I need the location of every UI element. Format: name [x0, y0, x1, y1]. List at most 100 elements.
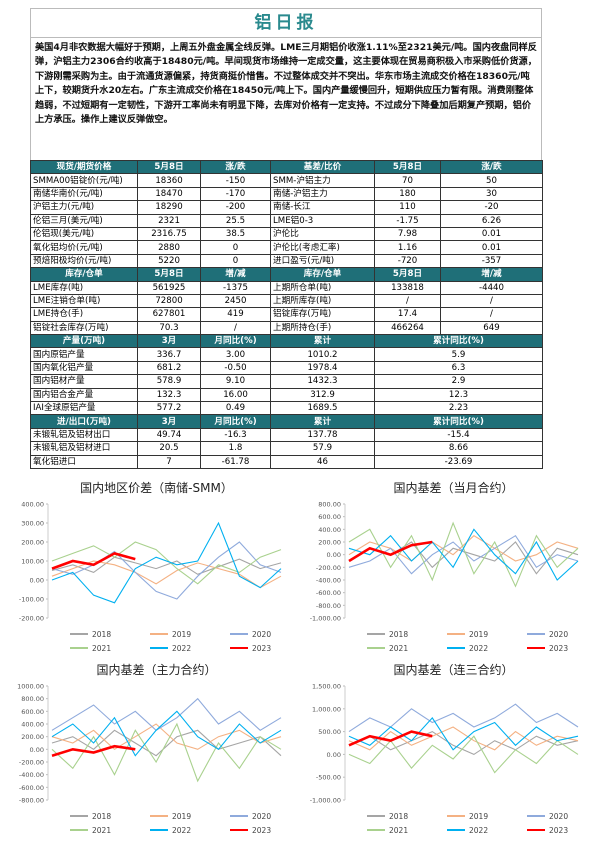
header-row: 进/出口(万吨) 3月 月同比(%) 累计 累计同比(%) [30, 414, 543, 429]
series-line [348, 726, 579, 751]
y-tick-label: 400.00 [21, 721, 44, 729]
series-line [348, 528, 579, 581]
table-cell: 20.5 [137, 441, 201, 456]
table-cell: -720 [374, 253, 441, 269]
table-cell: -20 [440, 200, 543, 215]
table-cell: 基差/比价 [270, 159, 375, 175]
table-cell: 7.98 [374, 226, 441, 242]
table-cell: 沪铝主力(元/吨) [30, 200, 138, 215]
table-cell: 577.2 [137, 401, 201, 416]
table-cell: LME注销仓单(吨) [30, 293, 138, 309]
table-row: LME库存(吨) 561925 -1375 上期所仓单(吨) 133818 -4440 [30, 280, 543, 295]
y-tick-label: -400.00 [19, 771, 44, 779]
table-cell: 月同比(%) [200, 414, 271, 429]
legend-label: 2018 [92, 812, 111, 821]
table-cell: 沪伦比(考虑汇率) [270, 240, 375, 255]
table-cell: 1978.4 [270, 360, 375, 376]
chart-title: 国内地区价差（南储-SMM） [80, 480, 233, 495]
table-cell: 库存/仓单 [270, 267, 375, 282]
chart-title: 国内基差（连三合约） [393, 662, 513, 677]
table-cell: 12.3 [374, 387, 543, 403]
legend-label: 2019 [469, 630, 488, 639]
table-cell: 0.01 [440, 226, 543, 242]
table-cell: 氧化铝进口 [30, 454, 138, 469]
legend-label: 2020 [252, 812, 271, 821]
table-cell: 2880 [137, 240, 201, 255]
table-cell: 累计 [270, 334, 375, 349]
table-cell: 30 [440, 186, 543, 202]
legend-label: 2021 [92, 826, 111, 835]
table-cell: 上期所持仓(手) [270, 320, 375, 336]
series-line [51, 541, 282, 600]
series-line [348, 735, 579, 774]
series-line [51, 710, 282, 757]
table-cell: 627801 [137, 307, 201, 322]
legend-label: 2022 [172, 826, 191, 835]
table-row: 未锻轧铝及铝材进口 20.5 1.8 57.9 8.66 [30, 441, 543, 456]
table-cell: 70.3 [137, 320, 201, 336]
table-cell: 进/出口(万吨) [30, 414, 138, 429]
y-tick-label: -100.00 [19, 596, 44, 604]
data-table: 现货/期货价格 5月8日 涨/跌 基差/比价 5月8日 涨/跌 SMMA00铝锭价(元/吨)… [30, 159, 543, 469]
y-tick-label: 600.00 [318, 513, 341, 521]
table-row: 氧化铝均价(元/吨) 2880 0 沪伦比(考虑汇率) 1.16 0.01 [30, 240, 543, 255]
table-row: 铝锭社会库存(万吨) 70.3/上期所持仓(手) 466264 649 [30, 320, 543, 336]
series-line [51, 541, 282, 585]
y-tick-label: 0.00 [327, 751, 341, 759]
y-tick-label: 1,500.00 [312, 683, 341, 691]
table-cell: LME库存(吨) [30, 280, 138, 295]
y-tick-label: 600.00 [21, 708, 44, 716]
table-cell: -23.69 [374, 454, 543, 469]
header-row: 产量(万吨) 3月 月同比(%) 累计 累计同比(%) [30, 334, 543, 349]
table-cell: 沪伦比 [270, 226, 375, 242]
table-cell: 17.4 [374, 307, 441, 322]
y-tick-label: 500.00 [318, 728, 341, 736]
legend-label: 2020 [549, 812, 568, 821]
legend-label: 2019 [469, 812, 488, 821]
legend-label: 2020 [252, 630, 271, 639]
legend-label: 2021 [389, 826, 408, 835]
table-cell: 3.00 [200, 347, 271, 362]
table-row: 伦铝三月(美元/吨) 2321 25.5 LME铝0-3 -1.75 6.26 [30, 213, 543, 228]
table-cell: 5月8日 [374, 267, 441, 282]
table-row: 沪铝主力(元/吨) 18290 -200 南储-长江 110 -20 [30, 200, 543, 215]
y-tick-label: 1000.00 [17, 683, 44, 691]
table-cell: 0 [200, 240, 271, 255]
table-cell: 上期所库存(吨) [270, 293, 375, 309]
legend-label: 2021 [389, 644, 408, 653]
table-cell: 伦铝三月(美元/吨) [30, 213, 138, 228]
table-cell: 未锻轧铝及铝材出口 [30, 427, 138, 443]
y-tick-label: -400.00 [316, 577, 341, 585]
table-cell: 3月 [137, 334, 201, 349]
table-cell: 现货/期货价格 [30, 159, 138, 175]
series-line [348, 703, 579, 733]
table-cell: 561925 [137, 280, 201, 295]
legend-label: 2018 [92, 630, 111, 639]
legend-label: 2019 [172, 630, 191, 639]
y-tick-label: -200.00 [19, 615, 44, 623]
table-cell: 氧化铝均价(元/吨) [30, 240, 138, 255]
table-cell: -1375 [200, 280, 271, 295]
series-line [51, 744, 136, 757]
table-cell: 9.10 [200, 374, 271, 389]
y-tick-label: 0.00 [30, 577, 44, 585]
table-cell: 6.3 [374, 360, 543, 376]
table-cell: LME持仓(手) [30, 307, 138, 322]
table-cell: -1.75 [374, 213, 441, 228]
legend-label: 2022 [469, 644, 488, 653]
table-cell: / [440, 293, 543, 309]
table-cell: LME铝0-3 [270, 213, 375, 228]
y-tick-label: 100.00 [21, 558, 44, 566]
table-cell: 5220 [137, 253, 201, 269]
table-cell: 110 [374, 200, 441, 215]
charts: 国内地区价差（南储-SMM） 400.00 300.00 200.00 100.00 0.… [17, 480, 579, 835]
series-line [51, 560, 282, 589]
table-cell: 产量(万吨) [30, 334, 138, 349]
table-cell: 月同比(%) [200, 334, 271, 349]
table-cell: 180 [374, 186, 441, 202]
table-cell: -170 [200, 186, 271, 202]
series-line [348, 540, 433, 563]
table-cell: 累计同比(%) [374, 414, 543, 429]
table-cell: 3月 [137, 414, 201, 429]
table-cell: 137.78 [270, 427, 375, 443]
